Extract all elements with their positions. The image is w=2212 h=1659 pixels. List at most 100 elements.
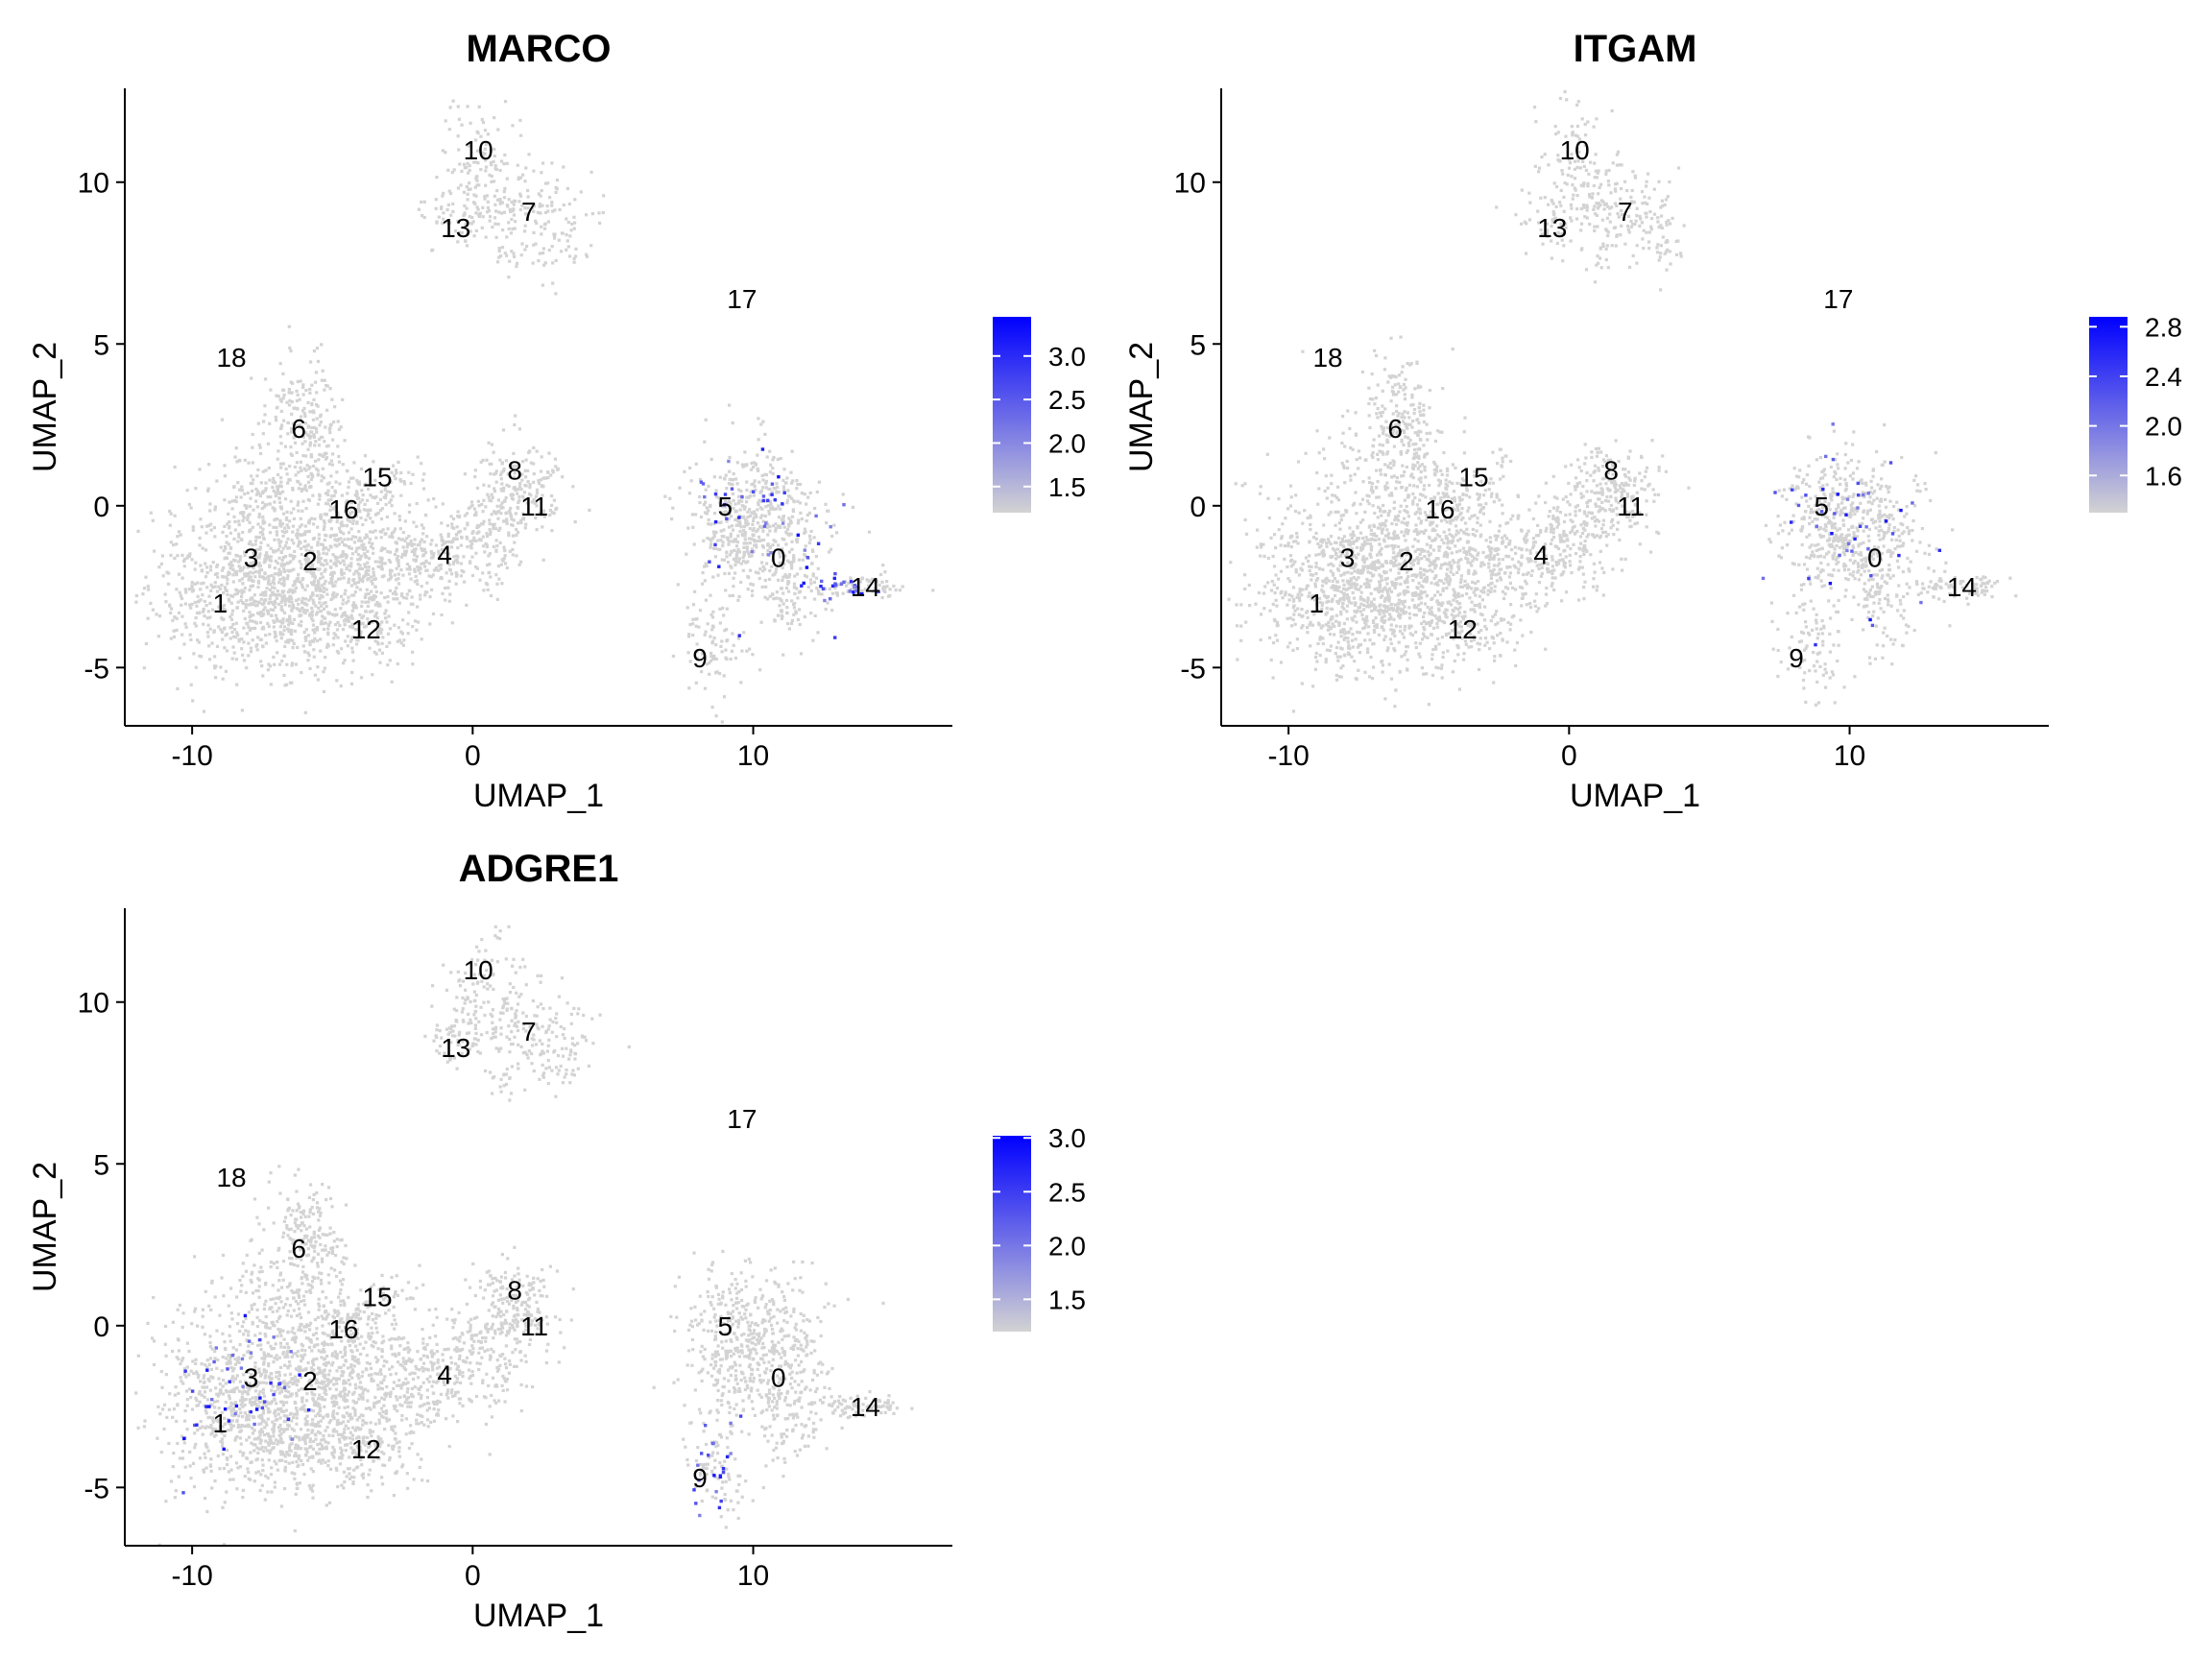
cluster-label: 12 (351, 614, 381, 644)
cluster-label: 2 (1399, 546, 1414, 576)
y-tick-label: 5 (1190, 329, 1206, 361)
y-axis-label: UMAP_2 (27, 342, 63, 472)
cluster-label: 9 (692, 643, 708, 673)
cluster-label: 2 (302, 546, 318, 576)
cluster-label: 3 (244, 543, 259, 573)
color-legend: 1.5 2.0 2.5 3.0 (993, 317, 1086, 513)
cluster-label: 4 (1533, 540, 1549, 569)
legend-tick-label: 2.8 (2145, 312, 2182, 342)
cluster-label: 1 (213, 589, 228, 618)
x-tick-label: 0 (465, 1560, 481, 1592)
cluster-label: 3 (1340, 543, 1356, 573)
legend-tick-label: 2.0 (1048, 428, 1086, 458)
cluster-label: 7 (1618, 197, 1633, 227)
color-legend-bar (2089, 317, 2128, 513)
cluster-label: 18 (1312, 343, 1342, 373)
expressing-cells (699, 447, 880, 639)
y-axis-label: UMAP_2 (27, 1162, 63, 1292)
cluster-label: 5 (1815, 492, 1830, 521)
cluster-label: 9 (1789, 643, 1804, 673)
x-tick-label: -10 (171, 740, 212, 772)
legend-tick-label: 3.0 (1048, 1123, 1086, 1153)
cluster-label: 2 (302, 1366, 318, 1396)
y-tick-label: 0 (93, 492, 109, 523)
cluster-label: 16 (328, 494, 358, 524)
cluster-label: 0 (771, 1363, 786, 1393)
cluster-label: 8 (1603, 456, 1619, 486)
cluster-label: 0 (1867, 543, 1883, 573)
plot-title: ITGAM (1574, 28, 1697, 70)
expressing-cells (1761, 422, 1941, 647)
color-legend-bar (993, 317, 1031, 513)
cluster-label: 0 (771, 543, 786, 573)
cluster-label: 17 (727, 1104, 757, 1134)
cluster-label: 12 (351, 1434, 381, 1464)
x-tick-label: 10 (737, 1560, 769, 1592)
cluster-label: 3 (244, 1363, 259, 1393)
y-tick-label: 10 (78, 168, 109, 200)
cluster-label: 8 (507, 1276, 522, 1306)
legend-tick-label: 1.6 (2145, 461, 2182, 491)
color-legend: 1.5 2.0 2.5 3.0 (993, 1123, 1086, 1332)
cluster-label: 15 (362, 462, 392, 492)
cluster-label: 14 (1947, 572, 1977, 602)
cluster-label: 11 (520, 1311, 548, 1341)
cluster-label: 5 (718, 492, 733, 521)
legend-tick-label: 2.5 (1048, 385, 1086, 415)
cluster-label: 10 (464, 955, 493, 985)
cluster-label: 13 (441, 213, 470, 243)
x-tick-label: 0 (1561, 740, 1577, 772)
cluster-label: 18 (216, 343, 246, 373)
x-axis-label: UMAP_1 (1570, 778, 1700, 814)
cluster-label: 11 (520, 492, 548, 521)
cluster-label: 6 (1387, 414, 1403, 444)
cluster-label: 8 (507, 456, 522, 486)
y-tick-label: -5 (84, 1473, 109, 1504)
cluster-label: 11 (1617, 492, 1645, 521)
cluster-label: 18 (216, 1163, 246, 1192)
y-tick-label: -5 (84, 653, 109, 685)
x-axis-label: UMAP_1 (473, 778, 604, 814)
cluster-label: 7 (521, 197, 537, 227)
cluster-label: 12 (1448, 614, 1478, 644)
cell-points (134, 99, 935, 724)
y-tick-label: 0 (93, 1311, 109, 1343)
cluster-label: 5 (718, 1311, 733, 1341)
cluster-label: 6 (291, 414, 306, 444)
x-tick-label: 0 (465, 740, 481, 772)
y-tick-label: 5 (93, 1149, 109, 1181)
cluster-label: 14 (851, 572, 880, 602)
cluster-label: 13 (441, 1033, 470, 1063)
cluster-label: 16 (1425, 494, 1455, 524)
cluster-label: 7 (521, 1017, 537, 1046)
cluster-label: 10 (464, 135, 493, 165)
cluster-label: 4 (437, 540, 452, 569)
color-legend: 1.6 2.0 2.4 2.8 (2089, 312, 2182, 513)
legend-tick-label: 1.5 (1048, 472, 1086, 502)
expressing-cells (181, 1313, 743, 1518)
cluster-label: 13 (1537, 213, 1567, 243)
x-axis-label: UMAP_1 (473, 1598, 604, 1634)
y-tick-label: 5 (93, 329, 109, 361)
color-legend-bar (993, 1136, 1031, 1332)
cluster-label: 17 (727, 284, 757, 314)
y-axis-label: UMAP_2 (1123, 342, 1160, 472)
legend-tick-label: 2.0 (2145, 412, 2182, 442)
cluster-label: 15 (362, 1282, 392, 1311)
legend-tick-label: 3.0 (1048, 342, 1086, 372)
cluster-label: 4 (437, 1359, 452, 1389)
cluster-label: 15 (1458, 462, 1488, 492)
x-tick-label: 10 (737, 740, 769, 772)
cluster-label: 9 (692, 1463, 708, 1493)
cluster-label: 10 (1560, 135, 1590, 165)
plot-title: MARCO (466, 28, 611, 70)
y-tick-label: 10 (1174, 168, 1206, 200)
y-tick-label: 10 (78, 988, 109, 1020)
plot-title: ADGRE1 (459, 848, 619, 890)
